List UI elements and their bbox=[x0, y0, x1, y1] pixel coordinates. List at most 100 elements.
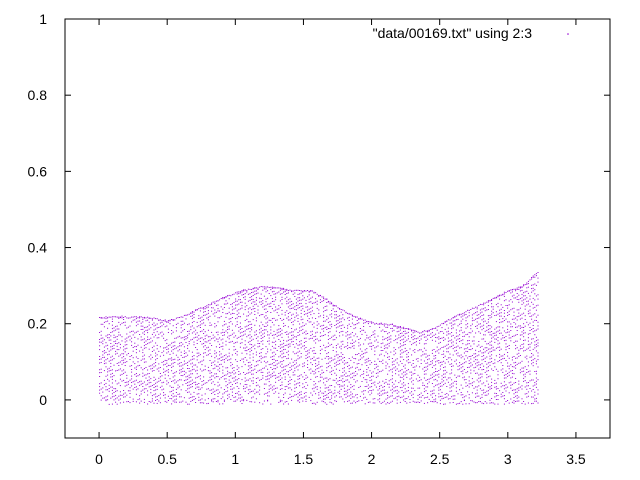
data-point bbox=[275, 347, 277, 349]
data-point bbox=[382, 350, 384, 351]
data-point bbox=[182, 400, 184, 402]
data-point bbox=[108, 339, 110, 341]
data-point bbox=[198, 393, 200, 395]
data-point bbox=[451, 369, 453, 371]
data-point bbox=[212, 401, 214, 403]
data-point bbox=[100, 341, 102, 343]
data-point bbox=[268, 371, 270, 373]
data-point bbox=[451, 328, 453, 330]
data-point bbox=[182, 316, 184, 318]
data-point bbox=[238, 367, 240, 369]
data-point bbox=[499, 312, 501, 314]
data-point bbox=[315, 383, 317, 385]
data-point bbox=[171, 359, 173, 361]
data-point bbox=[191, 356, 193, 358]
data-point bbox=[239, 308, 241, 310]
data-point bbox=[187, 403, 189, 405]
data-point bbox=[243, 289, 245, 291]
data-point bbox=[388, 332, 390, 334]
data-point bbox=[367, 401, 369, 403]
data-point bbox=[132, 361, 134, 363]
data-point bbox=[142, 386, 144, 387]
data-point bbox=[311, 290, 313, 292]
data-point bbox=[115, 401, 117, 403]
data-point bbox=[377, 375, 379, 377]
data-point bbox=[337, 364, 339, 365]
data-point bbox=[420, 379, 422, 381]
data-point bbox=[319, 353, 321, 355]
data-point bbox=[119, 398, 121, 400]
data-point bbox=[532, 402, 534, 404]
data-point bbox=[271, 345, 273, 347]
data-point bbox=[147, 316, 149, 318]
data-point bbox=[471, 320, 473, 322]
data-point bbox=[302, 397, 304, 399]
data-point bbox=[511, 389, 513, 391]
data-point bbox=[185, 315, 187, 316]
data-point bbox=[529, 279, 531, 281]
data-point bbox=[292, 337, 294, 339]
data-point bbox=[243, 372, 245, 373]
data-point bbox=[500, 312, 502, 314]
data-point bbox=[465, 311, 467, 313]
data-point bbox=[217, 399, 219, 401]
data-point bbox=[223, 374, 225, 376]
data-point bbox=[519, 334, 521, 336]
data-point bbox=[427, 383, 429, 385]
data-point bbox=[519, 287, 521, 289]
data-point bbox=[145, 340, 147, 342]
data-point bbox=[407, 369, 409, 371]
data-point bbox=[300, 353, 302, 354]
data-point bbox=[486, 309, 488, 311]
data-point bbox=[260, 321, 262, 323]
data-point bbox=[401, 390, 403, 392]
data-point bbox=[387, 337, 389, 339]
data-point bbox=[318, 361, 320, 363]
data-point bbox=[374, 340, 376, 342]
data-point bbox=[332, 359, 334, 361]
data-point bbox=[188, 391, 190, 393]
data-point bbox=[179, 379, 181, 381]
data-point bbox=[116, 343, 118, 345]
data-point bbox=[279, 372, 281, 374]
data-point bbox=[259, 359, 261, 361]
data-point bbox=[417, 331, 419, 333]
data-point bbox=[137, 382, 139, 384]
data-point bbox=[526, 393, 528, 395]
data-point bbox=[487, 300, 489, 302]
data-point bbox=[441, 375, 443, 377]
data-point bbox=[241, 358, 243, 360]
data-point bbox=[537, 325, 539, 327]
data-point bbox=[295, 328, 297, 330]
data-point bbox=[180, 365, 182, 367]
data-point bbox=[115, 388, 117, 390]
data-point bbox=[436, 380, 438, 382]
data-point bbox=[401, 396, 403, 398]
data-point bbox=[145, 329, 147, 331]
data-point bbox=[142, 352, 144, 354]
data-point bbox=[393, 325, 395, 327]
data-point bbox=[239, 373, 241, 375]
data-point bbox=[318, 309, 320, 311]
data-point bbox=[343, 374, 345, 376]
data-point bbox=[294, 306, 296, 308]
data-point bbox=[267, 392, 269, 394]
data-point bbox=[372, 398, 374, 400]
data-point bbox=[278, 339, 280, 340]
data-point bbox=[399, 333, 401, 334]
data-point bbox=[468, 376, 470, 378]
data-point bbox=[159, 326, 161, 328]
data-point bbox=[438, 336, 440, 338]
data-point bbox=[198, 383, 200, 384]
data-point bbox=[427, 338, 429, 340]
data-point bbox=[151, 351, 153, 352]
data-point bbox=[529, 305, 531, 307]
data-point bbox=[326, 387, 328, 389]
data-point bbox=[478, 351, 480, 353]
data-point bbox=[223, 324, 225, 326]
data-point bbox=[310, 368, 312, 370]
data-point bbox=[508, 304, 510, 306]
data-point bbox=[300, 343, 302, 345]
data-point bbox=[143, 354, 145, 356]
data-point bbox=[316, 327, 318, 329]
